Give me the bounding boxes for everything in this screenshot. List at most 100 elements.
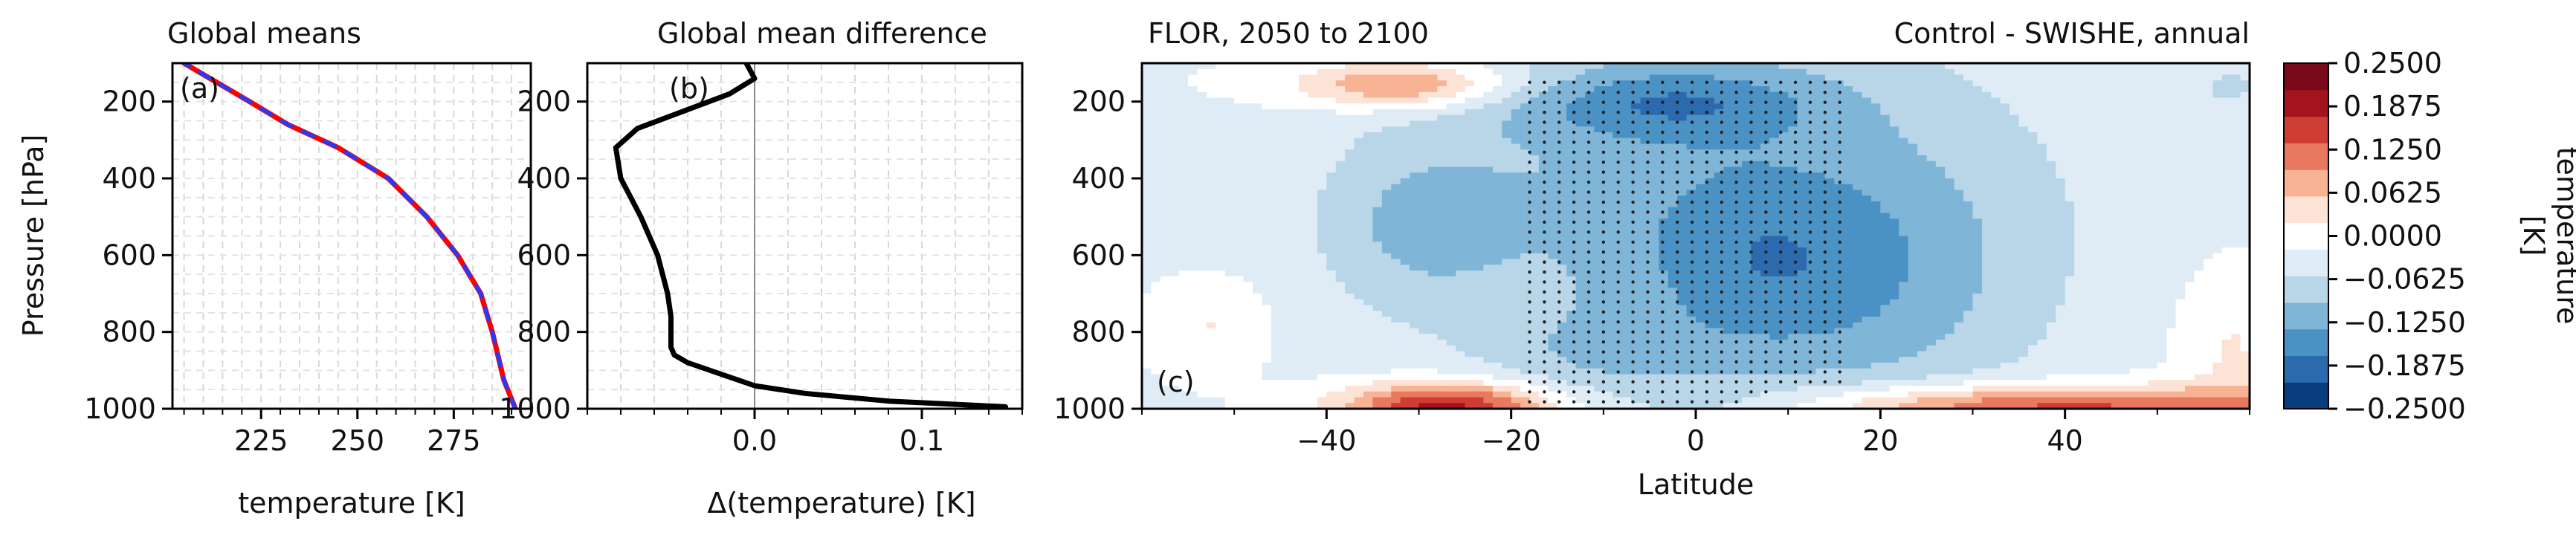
panel-c-cell xyxy=(1862,195,1872,202)
panel-c-cell xyxy=(1797,114,1807,122)
panel-c-cell xyxy=(1326,184,1337,191)
panel-c-cell xyxy=(2092,137,2102,145)
panel-c-cell xyxy=(1677,265,1688,271)
panel-c-cell xyxy=(1926,143,1937,150)
panel-c-cell xyxy=(1862,271,1872,277)
panel-c-cell xyxy=(1178,63,1189,70)
panel-c-cell xyxy=(1751,132,1761,139)
panel-c-cell xyxy=(1880,218,1891,225)
panel-c-cell xyxy=(1732,201,1743,208)
panel-c-cell xyxy=(1206,195,1216,202)
panel-c-cell xyxy=(1372,166,1383,173)
panel-c-cell xyxy=(2010,109,2020,116)
panel-c-cell xyxy=(1677,178,1688,185)
panel-c-cell xyxy=(1566,253,1577,260)
panel-c-cell xyxy=(1243,294,1253,300)
panel-c-cell xyxy=(1991,161,2001,168)
panel-c-cell xyxy=(1714,149,1724,156)
panel-c-cell xyxy=(2240,207,2250,214)
panel-c-cell xyxy=(1899,190,1909,196)
panel-c-cell xyxy=(1308,91,1318,99)
panel-c-cell xyxy=(1197,271,1207,277)
panel-c-cell xyxy=(2120,114,2131,122)
panel-c-cell xyxy=(2037,230,2047,237)
panel-c-cell xyxy=(1326,259,1337,265)
panel-c-cell xyxy=(1659,242,1669,248)
panel-c-cell xyxy=(1492,294,1502,300)
panel-c-cell xyxy=(1372,294,1383,300)
panel-c-cell xyxy=(2028,86,2038,93)
panel-c-cell xyxy=(1335,86,1346,93)
panel-c-cell xyxy=(1760,224,1770,231)
panel-c-cell xyxy=(1603,282,1613,288)
panel-c-cell xyxy=(2065,201,2075,208)
panel-c-cell xyxy=(1529,149,1540,156)
panel-c-cell xyxy=(1308,178,1318,185)
panel-c-cell xyxy=(1945,259,1955,265)
panel-c-cell xyxy=(2139,282,2149,288)
panel-c-cell xyxy=(1483,155,1494,162)
panel-c-cell xyxy=(2148,288,2158,294)
panel-c-cell xyxy=(1585,265,1595,271)
panel-c-cell xyxy=(1216,190,1226,196)
panel-c-cell xyxy=(1585,247,1595,254)
panel-c-cell xyxy=(1446,166,1456,173)
panel-c-cell xyxy=(2102,236,2112,242)
panel-c-cell xyxy=(1437,201,1447,208)
panel-c-cell xyxy=(1160,201,1170,208)
panel-c-cell xyxy=(1908,242,1918,248)
panel-c-cell xyxy=(1981,247,1992,254)
panel-c-cell xyxy=(1917,282,1928,288)
panel-c-cell xyxy=(1742,126,1752,133)
panel-c-cell xyxy=(1243,265,1253,271)
panel-c-cell xyxy=(2166,195,2177,202)
panel-c-cell xyxy=(1926,271,1937,277)
panel-c-cell xyxy=(2221,137,2232,145)
panel-c-cell xyxy=(1899,253,1909,260)
panel-c-cell xyxy=(1548,114,1558,122)
panel-c-cell xyxy=(1769,109,1780,116)
panel-c-cell xyxy=(2166,201,2177,208)
panel-c-cell xyxy=(1566,149,1577,156)
panel-c-cell xyxy=(1363,132,1374,139)
panel-c-cell xyxy=(2056,109,2066,116)
panel-c-cell xyxy=(1427,190,1438,196)
panel-c-cell xyxy=(1853,155,1863,162)
panel-c-cell xyxy=(1723,74,1734,81)
panel-c-cell xyxy=(2074,178,2085,185)
panel-c-cell xyxy=(2194,247,2204,254)
panel-c-cell xyxy=(1206,132,1216,139)
panel-c-cell xyxy=(1778,207,1789,214)
panel-c-cell xyxy=(1372,265,1383,271)
panel-c-cell xyxy=(2083,201,2094,208)
panel-c-cell xyxy=(1345,109,1355,116)
panel-c-cell xyxy=(1981,172,1992,179)
panel-c-cell xyxy=(1548,155,1558,162)
panel-c-cell xyxy=(2203,288,2213,294)
panel-c-cell xyxy=(1437,91,1447,99)
panel-c-cell xyxy=(1511,126,1521,133)
panel-c-cell xyxy=(1446,149,1456,156)
panel-c-cell xyxy=(2092,190,2102,196)
panel-c-cell xyxy=(1723,126,1734,133)
panel-c-cell xyxy=(1427,172,1438,179)
panel-c-cell xyxy=(1446,114,1456,122)
panel-c-cell xyxy=(1991,242,2001,248)
panel-c-cell xyxy=(1381,161,1392,168)
panel-c-cell xyxy=(1677,184,1688,191)
panel-c-cell xyxy=(1492,63,1502,70)
panel-c-cell xyxy=(1446,236,1456,242)
panel-c-cell xyxy=(2240,143,2250,150)
panel-c-cell xyxy=(1751,224,1761,231)
panel-c-cell xyxy=(1243,63,1253,70)
panel-c-cell xyxy=(2037,63,2047,70)
panel-c-cell xyxy=(1991,149,2001,156)
panel-c-cell xyxy=(1427,265,1438,271)
panel-c-cell xyxy=(1751,155,1761,162)
panel-c-cell xyxy=(1169,68,1180,76)
panel-c-cell xyxy=(1705,184,1715,191)
panel-c-cell xyxy=(1317,149,1327,156)
panel-c-cell xyxy=(2018,97,2029,104)
panel-c-cell xyxy=(1603,184,1613,191)
panel-c-cell xyxy=(1188,109,1198,116)
